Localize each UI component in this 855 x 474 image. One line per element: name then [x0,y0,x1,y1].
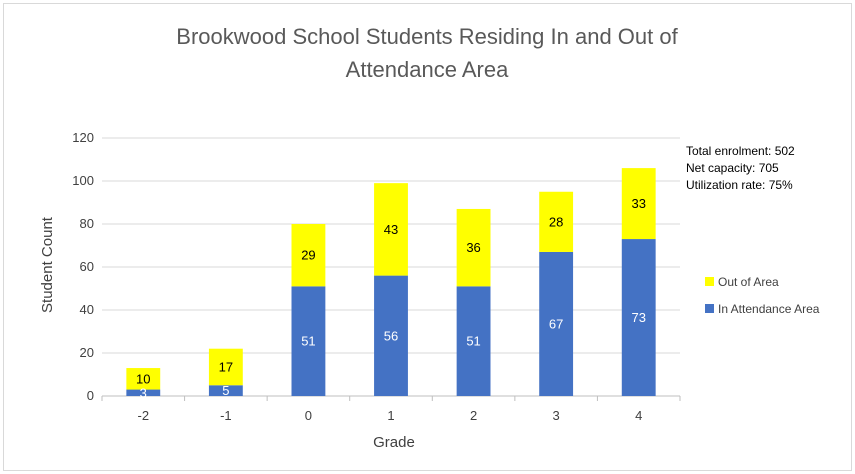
data-label: 43 [384,222,398,237]
annotation-utilization-rate: Utilization rate: 75% [686,178,793,192]
data-label: 33 [631,196,645,211]
bar-segment [374,275,408,396]
bar-segment [539,191,574,252]
chart-title-line2: Attendance Area [346,57,509,82]
x-tick-label: -2 [138,408,150,423]
bar-segment [126,389,161,396]
x-tick-label: 3 [553,408,560,423]
legend-swatch [705,304,714,313]
chart-title-line1: Brookwood School Students Residing In an… [176,24,678,49]
data-label: 67 [549,316,563,331]
x-axis-title: Grade [373,434,415,451]
y-tick-label: 120 [72,130,94,145]
data-label: 3 [140,385,147,400]
data-label: 28 [549,214,563,229]
bar-segment [621,239,656,396]
bar-segment [456,208,491,287]
legend-swatch [705,277,714,286]
data-label: 36 [466,240,480,255]
x-tick-label: 2 [470,408,477,423]
legend-label: Out of Area [718,275,779,289]
bar-segment [208,348,243,386]
annotation-total-enrolment: Total enrolment: 502 [686,144,795,158]
bar-segment [374,183,408,276]
y-tick-label: 40 [80,302,94,317]
y-tick-label: 80 [80,216,94,231]
bar-segment [621,168,656,240]
x-tick-label: 0 [305,408,312,423]
bar-segment [291,224,326,287]
y-tick-label: 100 [72,173,94,188]
x-tick-label: 4 [635,408,642,423]
bar-segment [208,385,243,396]
y-tick-label: 0 [87,388,94,403]
data-label: 56 [384,328,398,343]
x-tick-label: -1 [220,408,232,423]
data-label: 51 [301,334,315,349]
y-tick-label: 60 [80,259,94,274]
data-label: 5 [222,383,229,398]
legend-label: In Attendance Area [718,302,820,316]
annotation-net-capacity: Net capacity: 705 [686,161,779,175]
data-label: 10 [136,371,150,386]
y-tick-label: 20 [80,345,94,360]
data-label: 51 [466,334,480,349]
data-label: 73 [631,310,645,325]
y-axis-title: Student Count [39,216,56,313]
bar-segment [291,286,326,396]
bar-segment [126,368,161,390]
bar-segment [456,286,491,396]
data-label: 29 [301,248,315,263]
x-tick-label: 1 [387,408,394,423]
bar-segment [539,251,574,396]
data-label: 17 [219,359,233,374]
chart-svg: Brookwood School Students Residing In an… [39,24,820,451]
chart-frame: Brookwood School Students Residing In an… [3,3,852,471]
